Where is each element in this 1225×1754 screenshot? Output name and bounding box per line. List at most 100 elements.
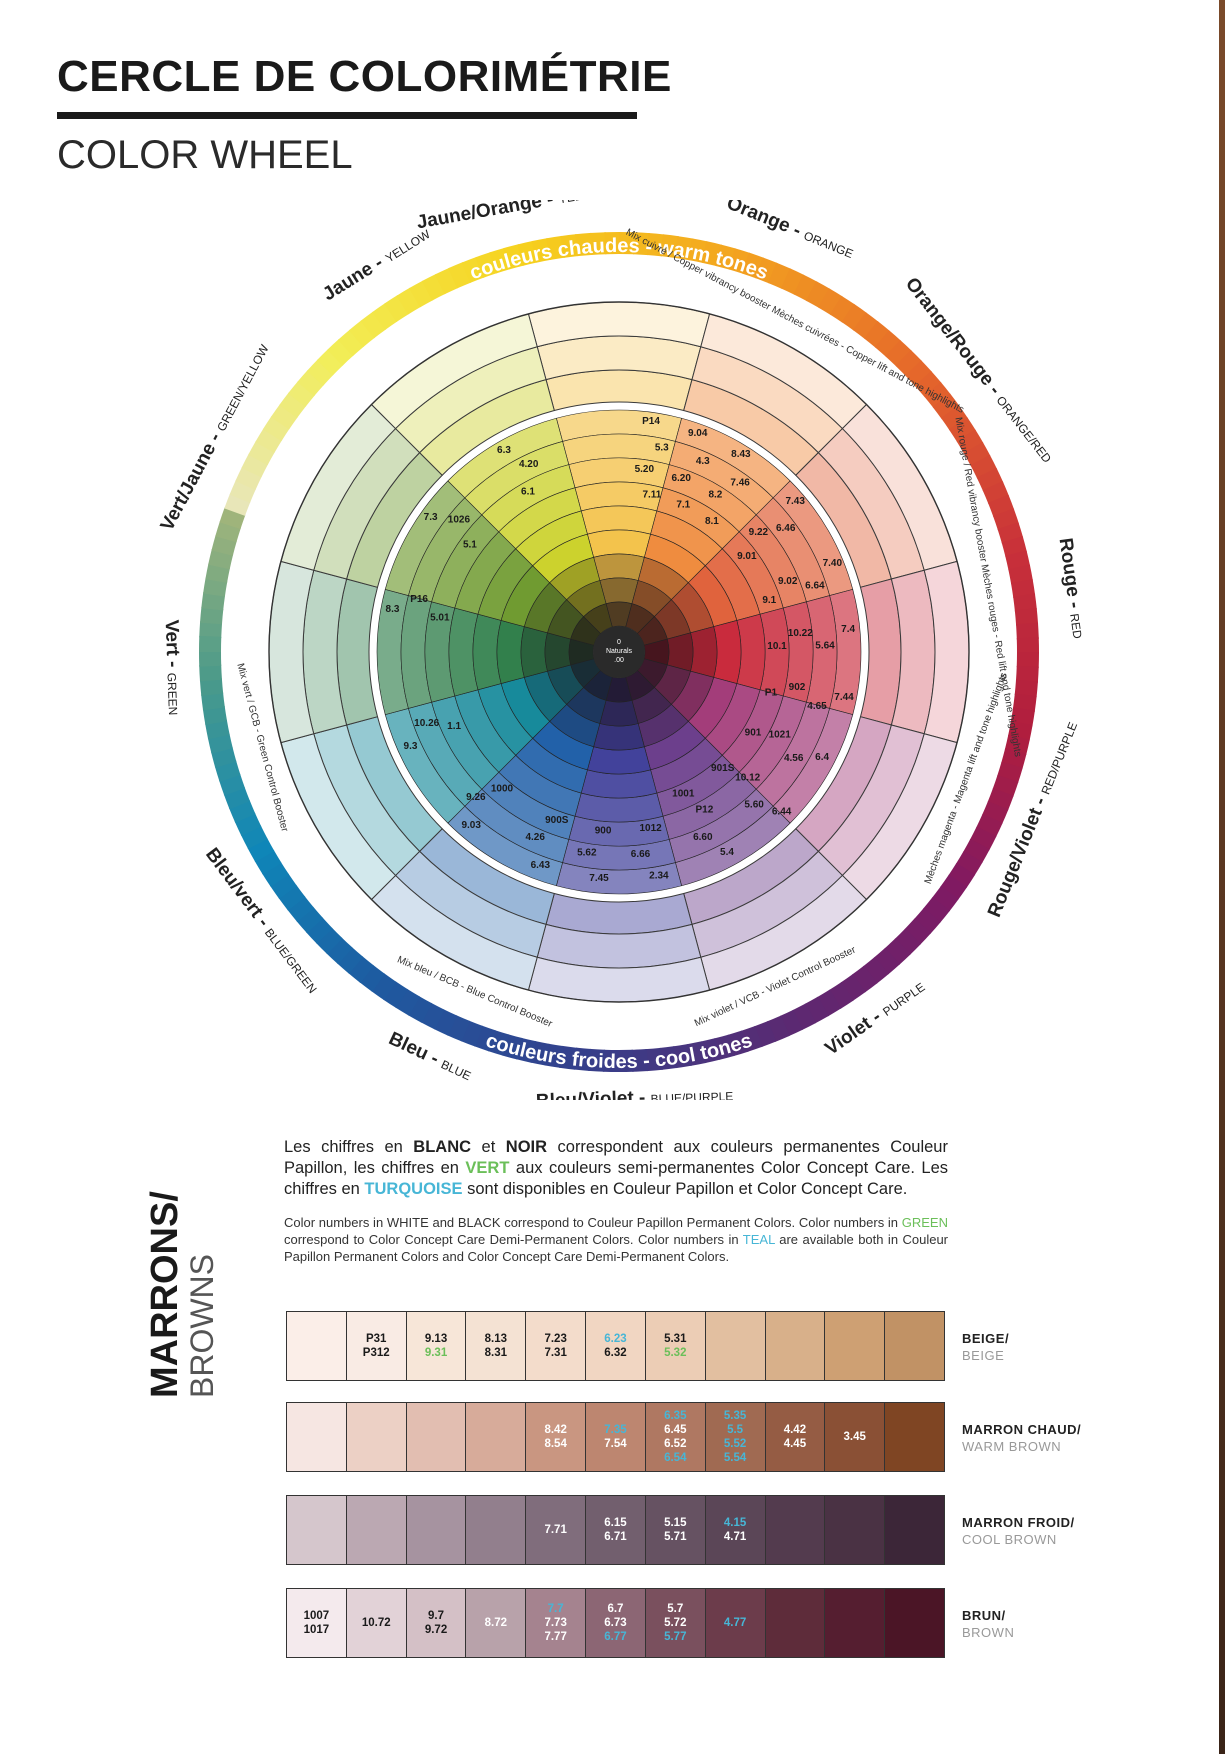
shade-number: 7.11 [642,490,661,501]
wheel-center-label: .00 [614,657,624,664]
swatch: 6.7 6.73 6.77 [586,1589,646,1657]
outer-hue-band [660,234,679,259]
outer-hue-band [372,302,398,331]
outer-hue-band [913,907,941,935]
swatch: P31 P312 [346,1312,407,1380]
outer-hue-band [201,592,226,611]
shade-number: 5.31 [664,1333,687,1345]
outer-hue-band [645,1047,663,1072]
shade-number: 4.15 [723,1517,747,1529]
legend-fr-part-3: correspondent aux couleurs permanentes C… [284,1138,948,1177]
outer-hue-band [336,946,364,974]
outer-hue-band [962,838,990,864]
shade-number: 5.60 [744,800,764,811]
outer-hue-band [262,861,290,887]
outer-hue-band [659,1046,678,1070]
shade-number: 4.42 [783,1424,807,1436]
outer-hue-band [604,231,621,255]
hue-name-french: Vert/Jaune - [157,425,229,535]
outer-hue-band [434,267,459,295]
swatch: 8.13 8.31 [466,1312,527,1380]
shade-number: 5.15 [664,1517,687,1529]
shade-number: 1.1 [447,721,461,732]
outer-hue-band [306,359,334,386]
outer-hue-band [517,240,538,266]
shade-number: 7.44 [834,692,854,703]
color-wheel: 0 Naturals .00 couleurs chaudes - warm tone… [157,200,1090,1100]
shade-number: 5.71 [664,1531,687,1543]
outer-hue-band [852,312,879,340]
swatch [346,1496,407,1564]
tint-ring-sector [336,578,379,726]
outer-hue-band [700,1038,721,1064]
outer-hue-band [370,973,397,1001]
swatch: 4.77 [705,1589,766,1657]
outer-hue-band [229,479,256,503]
shade-number: 10.22 [788,628,813,639]
hue-name-french: Vert - [161,619,184,673]
hue-name-label: Vert/Jaune - GREEN/YELLOW [157,339,274,534]
swatch [765,1589,826,1657]
legend-fr-part-1: Les chiffres en [284,1138,403,1156]
row-label-english: WARM BROWN [962,1439,1062,1454]
legend-fr-part-2: et [481,1138,496,1156]
outer-hue-band [862,956,889,984]
shade-number: 1012 [639,823,662,834]
wheel-center-label: 0 [617,639,621,646]
swatch [825,1589,886,1657]
swatch: 7.23 7.31 [526,1312,587,1380]
swatch: 5.15 5.71 [645,1496,706,1564]
swatch: 7.7 7.73 7.77 [526,1589,587,1657]
outer-hue-band [1016,622,1039,640]
hue-name-english: RED [1067,613,1084,640]
swatch [885,1403,944,1471]
outer-hue-band [792,1003,817,1031]
shade-number: 6.35 [664,1410,687,1422]
outer-hue-band [956,429,984,455]
shade-number: 5.32 [664,1347,687,1359]
outer-hue-band [602,1049,619,1072]
shade-number: 5.5 [727,1424,744,1436]
shade-ring-sector [599,577,639,605]
swatch: 5.7 5.72 5.77 [645,1589,706,1657]
shade-number: 7.43 [785,496,805,507]
outer-hue-band [873,947,901,975]
outer-hue-band [779,1009,804,1037]
page-title: CERCLE DE COLORIMÉTRIE [57,52,672,101]
outer-hue-band [326,937,353,965]
shade-number: 10.72 [361,1617,391,1629]
shade-number: 9.72 [424,1624,448,1636]
outer-hue-band [559,1045,578,1070]
hue-name-label: Rouge - RED [1055,537,1090,641]
outer-hue-band [199,635,222,652]
outer-hue-band [296,906,324,934]
shade-number: 6.44 [772,807,792,818]
outer-hue-band [433,1009,458,1036]
title-underline [57,112,637,119]
outer-hue-band [270,403,298,430]
shade-number: 8.2 [708,490,722,501]
page-subtitle: COLOR WHEEL [57,133,353,177]
outer-hue-band [337,329,365,357]
shade-number: 6.23 [604,1333,627,1345]
outer-hue-band [198,650,222,667]
swatch [825,1496,886,1564]
outer-hue-band [347,955,374,983]
outer-hue-band [674,236,694,261]
outer-hue-band [560,234,579,258]
shade-number: 5.62 [577,848,597,859]
outer-hue-band [885,339,912,367]
outer-hue-band [327,338,354,366]
swatch: 6.15 6.71 [586,1496,646,1564]
swatch: 6.35 6.45 6.52 6.54 [645,1403,706,1471]
outer-hue-band [262,415,290,442]
shade-ring-sector [666,632,694,672]
shade-number: 6.43 [531,860,551,871]
page-edge-strip [1219,0,1225,1754]
hue-name-label: Vert - GREEN [161,619,185,715]
outer-hue-band [1016,637,1040,654]
outer-hue-band [279,392,307,419]
shade-number: 4.77 [723,1617,747,1629]
hue-name-english: BLUE/PURPLE [650,1089,733,1100]
outer-hue-band [1015,665,1039,683]
